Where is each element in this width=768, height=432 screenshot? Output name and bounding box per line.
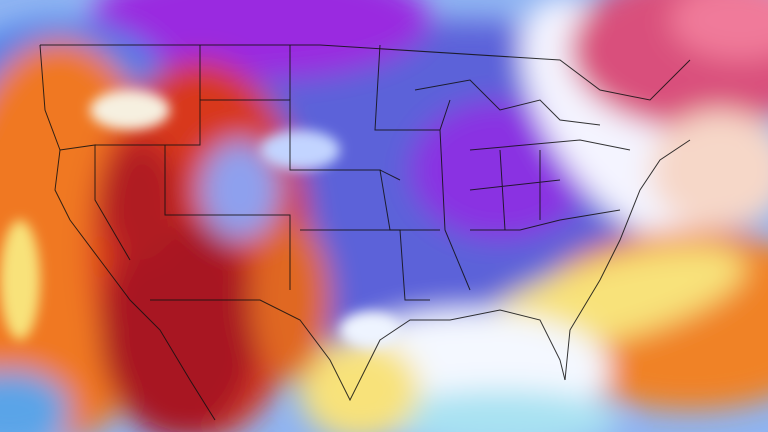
patch bbox=[260, 130, 340, 170]
warm-texas-west bbox=[250, 220, 330, 380]
state-line bbox=[95, 99, 440, 290]
boundaries bbox=[39, 44, 691, 421]
border-line bbox=[40, 44, 691, 101]
caribbean-cool bbox=[380, 390, 620, 432]
state-line bbox=[59, 139, 631, 261]
mexico-yellow bbox=[300, 340, 420, 432]
warm-northeast-core bbox=[670, 0, 768, 60]
patch bbox=[0, 220, 40, 340]
border-line bbox=[150, 299, 566, 402]
patch bbox=[340, 312, 400, 348]
detail-field bbox=[0, 90, 400, 348]
state-line bbox=[199, 44, 621, 301]
cool-pacific bbox=[0, 370, 70, 432]
hot-nevada bbox=[100, 140, 180, 260]
coastline bbox=[39, 44, 216, 421]
cold-core-east bbox=[410, 100, 590, 240]
lake-outline bbox=[414, 79, 601, 126]
cold-core-north bbox=[90, 0, 430, 80]
hot-core bbox=[100, 220, 260, 432]
transition-east bbox=[650, 110, 768, 230]
coastline bbox=[564, 139, 691, 381]
patch bbox=[90, 90, 170, 130]
